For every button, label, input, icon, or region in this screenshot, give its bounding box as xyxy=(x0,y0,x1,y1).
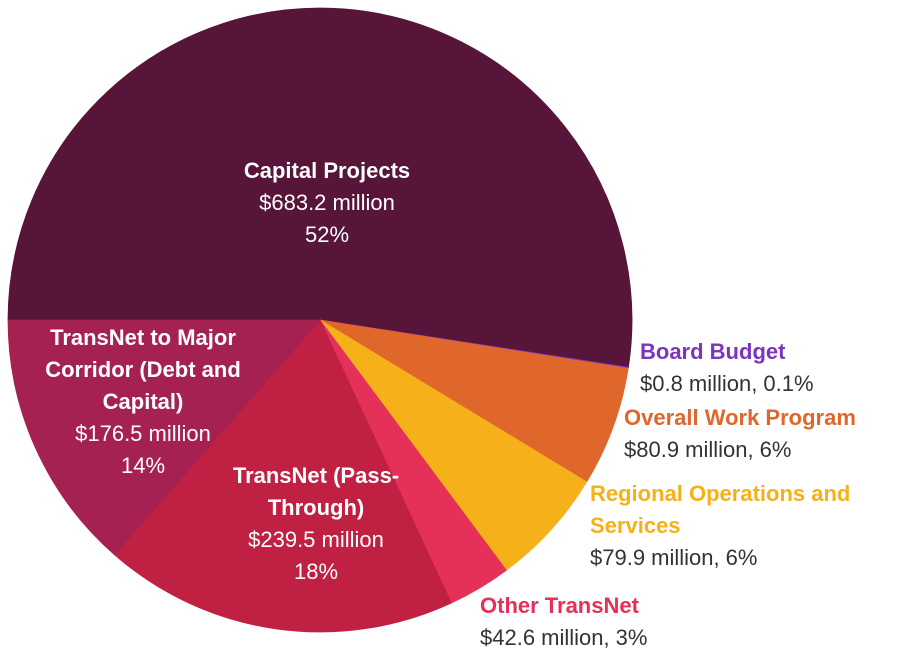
slice-name: Board Budget xyxy=(640,339,786,364)
slice-value-line: $42.6 million, 3% xyxy=(480,622,647,654)
slice-label: Board Budget $0.8 million, 0.1% xyxy=(640,336,814,400)
slice-percent: 0.1% xyxy=(763,371,814,396)
slice-name: Regional Operations and Services xyxy=(590,481,851,538)
slice-name: TransNet to Major Corridor (Debt and Cap… xyxy=(45,325,241,414)
slice-label: TransNet to Major Corridor (Debt and Cap… xyxy=(13,322,273,482)
slice-value: $80.9 million, xyxy=(624,437,754,462)
slice-label: Regional Operations and Services $79.9 mi… xyxy=(590,478,880,574)
slice-name: Overall Work Program xyxy=(624,405,856,430)
slice-label: TransNet (Pass-Through) $239.5 million 18% xyxy=(206,460,426,588)
slice-percent: 52% xyxy=(304,222,350,247)
slice-label: Overall Work Program $80.9 million, 6% xyxy=(624,402,856,466)
slice-value-line: $80.9 million, 6% xyxy=(624,434,856,466)
slice-value: $176.5 million xyxy=(75,421,211,446)
pie-slice xyxy=(7,7,633,368)
slice-value-line: $79.9 million, 6% xyxy=(590,542,880,574)
pie-slice xyxy=(113,319,452,633)
pie-slice xyxy=(7,319,321,556)
slice-name: Other TransNet xyxy=(480,593,639,618)
slice-label: Other TransNet $42.6 million, 3% xyxy=(480,590,647,654)
slice-name: Capital Projects xyxy=(243,158,411,183)
slice-value: $239.5 million xyxy=(248,527,384,552)
slice-percent: 3% xyxy=(615,625,648,650)
slice-percent: 6% xyxy=(759,437,792,462)
slice-value: $683.2 million xyxy=(259,190,395,215)
slice-value: $42.6 million, xyxy=(480,625,610,650)
slice-percent: 18% xyxy=(293,559,339,584)
slice-value: $0.8 million, xyxy=(640,371,758,396)
slice-value-line: $0.8 million, 0.1% xyxy=(640,368,814,400)
slice-percent: 6% xyxy=(725,545,758,570)
slice-name: TransNet (Pass-Through) xyxy=(232,463,400,520)
pie-slice xyxy=(319,319,588,571)
slice-value: $79.9 million, xyxy=(590,545,720,570)
slice-percent: 14% xyxy=(120,453,166,478)
slice-label: Capital Projects $683.2 million 52% xyxy=(187,155,467,251)
pie-slice xyxy=(319,319,629,483)
